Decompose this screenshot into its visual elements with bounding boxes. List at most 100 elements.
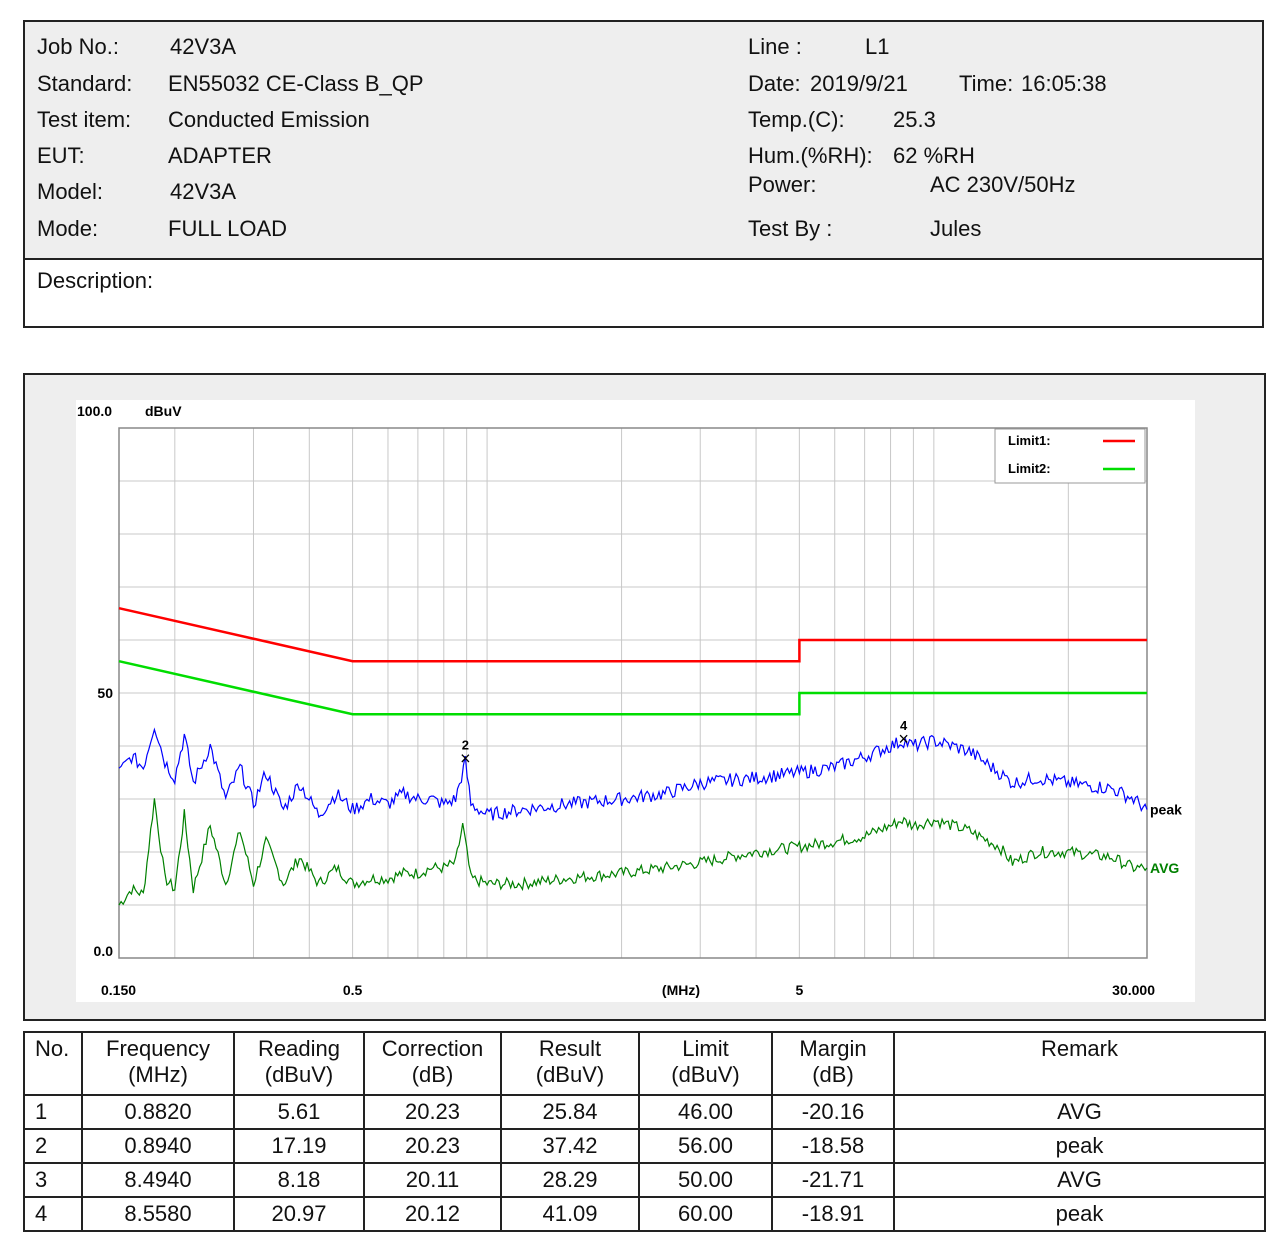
test-item-label: Test item: bbox=[37, 107, 132, 132]
cell-reading: 5.61 bbox=[233, 1094, 365, 1130]
test-by-value: Jules bbox=[930, 216, 982, 241]
cell-no: 3 bbox=[23, 1162, 83, 1198]
col-header-reading: Reading (dBuV) bbox=[233, 1031, 365, 1096]
eut-value: ADAPTER bbox=[168, 143, 272, 168]
legend-label: Limit1: bbox=[1008, 433, 1051, 448]
date-label: Date: bbox=[748, 71, 801, 96]
x-axis-tick-label: 0.5 bbox=[343, 982, 363, 998]
col-header-margin: Margin (dB) bbox=[771, 1031, 895, 1096]
col-header-no: No. bbox=[23, 1031, 83, 1096]
mode-value: FULL LOAD bbox=[168, 216, 288, 241]
cell-margin: -18.91 bbox=[771, 1196, 895, 1232]
cell-limit: 56.00 bbox=[638, 1128, 773, 1164]
cell-no: 1 bbox=[23, 1094, 83, 1130]
y-axis-bottom-label: 0.0 bbox=[94, 943, 114, 959]
cell-correction: 20.23 bbox=[363, 1128, 502, 1164]
humidity-label: Hum.(%RH): bbox=[748, 143, 873, 168]
cell-frequency: 0.8820 bbox=[81, 1094, 235, 1130]
cell-margin: -21.71 bbox=[771, 1162, 895, 1198]
temp-value: 25.3 bbox=[893, 107, 936, 132]
table-row: 4 8.5580 20.97 20.12 41.09 60.00 -18.91 … bbox=[23, 1196, 1266, 1232]
test-by-label: Test By : bbox=[748, 216, 833, 241]
marker-label: 2 bbox=[462, 738, 469, 753]
y-axis-mid-label: 50 bbox=[97, 685, 113, 701]
table-row: 3 8.4940 8.18 20.11 28.29 50.00 -21.71 A… bbox=[23, 1162, 1266, 1198]
cell-limit: 60.00 bbox=[638, 1196, 773, 1232]
eut-label: EUT: bbox=[37, 143, 85, 168]
description-label: Description: bbox=[37, 268, 154, 293]
description-area: Description: bbox=[25, 260, 1262, 326]
table-row: 2 0.8940 17.19 20.23 37.42 56.00 -18.58 … bbox=[23, 1128, 1266, 1164]
col-header-frequency: Frequency (MHz) bbox=[81, 1031, 235, 1096]
power-value: AC 230V/50Hz bbox=[930, 172, 1076, 197]
cell-limit: 46.00 bbox=[638, 1094, 773, 1130]
model-value: 42V3A bbox=[170, 179, 237, 204]
cell-result: 41.09 bbox=[500, 1196, 640, 1232]
x-axis-tick-label: 0.150 bbox=[101, 982, 136, 998]
mode-label: Mode: bbox=[37, 216, 99, 241]
temp-label: Temp.(C): bbox=[748, 107, 845, 132]
cell-result: 37.42 bbox=[500, 1128, 640, 1164]
cell-remark: AVG bbox=[893, 1094, 1266, 1130]
cell-reading: 17.19 bbox=[233, 1128, 365, 1164]
marker-x: × bbox=[898, 729, 909, 749]
emission-chart-panel: × 2 × 4 Limit1: Limit2: 100.0 dBuV 50 0.0 0.150 0.5… bbox=[23, 373, 1266, 1021]
results-table: No. Frequency (MHz) Reading (dBuV) Correct… bbox=[23, 1031, 1266, 1232]
standard-value: EN55032 CE-Class B_QP bbox=[168, 71, 424, 96]
peak-trace bbox=[118, 727, 1148, 821]
cell-result: 28.29 bbox=[500, 1162, 640, 1198]
line-value: L1 bbox=[865, 34, 890, 59]
cell-remark: AVG bbox=[893, 1162, 1266, 1198]
cell-correction: 20.12 bbox=[363, 1196, 502, 1232]
test-info-fields: Job No.: 42V3A Standard: EN55032 CE-Clas… bbox=[25, 22, 1262, 260]
standard-label: Standard: bbox=[37, 71, 133, 96]
cell-remark: peak bbox=[893, 1196, 1266, 1232]
cell-limit: 50.00 bbox=[638, 1162, 773, 1198]
table-row: 1 0.8820 5.61 20.23 25.84 46.00 -20.16 A… bbox=[23, 1094, 1266, 1130]
legend-box bbox=[994, 428, 1146, 484]
test-info-box: Job No.: 42V3A Standard: EN55032 CE-Clas… bbox=[23, 20, 1264, 328]
cell-result: 25.84 bbox=[500, 1094, 640, 1130]
y-axis-top-label: 100.0 bbox=[77, 403, 112, 419]
avg-trace bbox=[118, 798, 1148, 906]
x-axis-tick-label: 5 bbox=[795, 982, 803, 998]
cell-margin: -20.16 bbox=[771, 1094, 895, 1130]
x-axis-tick-label: 30.000 bbox=[1112, 982, 1155, 998]
y-axis-unit-label: dBuV bbox=[145, 403, 182, 419]
date-value: 2019/9/21 bbox=[810, 71, 908, 96]
job-no-label: Job No.: bbox=[37, 34, 119, 59]
col-header-correction: Correction (dB) bbox=[363, 1031, 502, 1096]
table-header-row: No. Frequency (MHz) Reading (dBuV) Correct… bbox=[23, 1031, 1266, 1096]
cell-reading: 20.97 bbox=[233, 1196, 365, 1232]
col-header-limit: Limit (dBuV) bbox=[638, 1031, 773, 1096]
cell-frequency: 0.8940 bbox=[81, 1128, 235, 1164]
legend-label: Limit2: bbox=[1008, 461, 1051, 476]
marker-x: × bbox=[460, 749, 471, 769]
col-header-remark: Remark bbox=[893, 1031, 1266, 1096]
time-label: Time: bbox=[959, 71, 1014, 96]
model-label: Model: bbox=[37, 179, 104, 204]
avg-series-label: AVG bbox=[1150, 860, 1179, 876]
line-label: Line : bbox=[748, 34, 802, 59]
cell-remark: peak bbox=[893, 1128, 1266, 1164]
peak-series-label: peak bbox=[1150, 802, 1182, 818]
time-value: 16:05:38 bbox=[1021, 71, 1107, 96]
cell-no: 4 bbox=[23, 1196, 83, 1232]
cell-frequency: 8.4940 bbox=[81, 1162, 235, 1198]
col-header-result: Result (dBuV) bbox=[500, 1031, 640, 1096]
limit1-line bbox=[118, 606, 1147, 663]
x-axis-unit-label: (MHz) bbox=[662, 982, 700, 998]
cell-correction: 20.11 bbox=[363, 1162, 502, 1198]
cell-no: 2 bbox=[23, 1128, 83, 1164]
power-label: Power: bbox=[748, 172, 817, 197]
humidity-value: 62 %RH bbox=[893, 143, 975, 168]
cell-reading: 8.18 bbox=[233, 1162, 365, 1198]
test-item-value: Conducted Emission bbox=[168, 107, 370, 132]
limit2-line bbox=[118, 659, 1147, 716]
job-no-value: 42V3A bbox=[170, 34, 237, 59]
cell-frequency: 8.5580 bbox=[81, 1196, 235, 1232]
cell-correction: 20.23 bbox=[363, 1094, 502, 1130]
cell-margin: -18.58 bbox=[771, 1128, 895, 1164]
marker-label: 4 bbox=[900, 718, 908, 733]
